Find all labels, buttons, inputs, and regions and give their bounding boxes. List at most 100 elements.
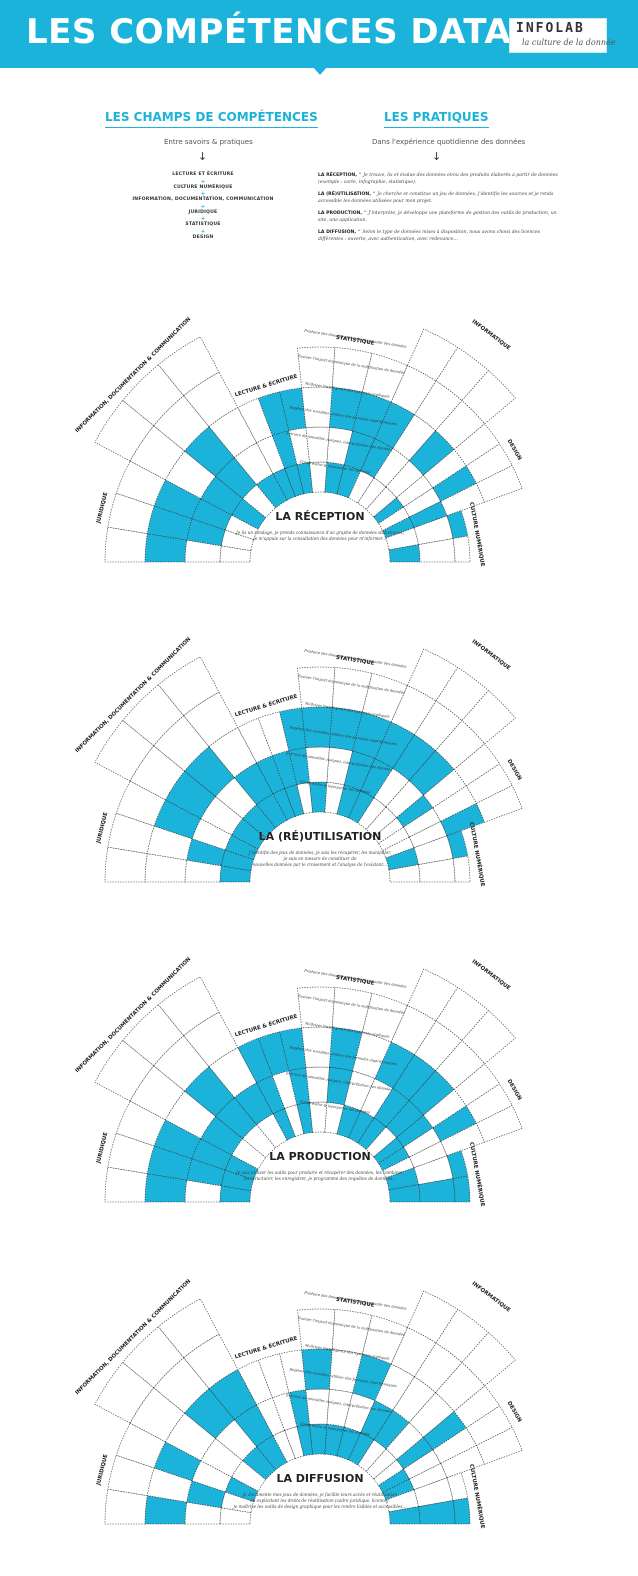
- domain-label: INFORMATIQUE: [471, 639, 512, 672]
- competence-cell-informatique: [461, 1010, 516, 1065]
- competence-cell-design: [475, 785, 523, 823]
- competence-cell-lecture: [237, 397, 273, 444]
- competence-cell-lecture: [257, 391, 290, 437]
- practice-caption-line: Je documente mes jeux de données, je fac…: [242, 1492, 398, 1497]
- competence-cell-info-doc: [157, 976, 220, 1037]
- competence-cell-statistique: [331, 347, 373, 393]
- competence-cell-statistique: [305, 1066, 330, 1103]
- competence-cell-juridique: [115, 1422, 166, 1469]
- competence-cell-informatique: [461, 1332, 516, 1387]
- practice-caption-line: J'identifie des jeux de données, je sais…: [248, 850, 392, 855]
- competence-cell-juridique: [104, 1488, 148, 1525]
- competence-cell-statistique: [331, 1309, 373, 1355]
- competence-cell-juridique: [104, 846, 148, 883]
- practice-caption-line: Je lis un sondage, je prends connaissanc…: [235, 530, 405, 535]
- competence-cell-lecture: [279, 1027, 307, 1072]
- competence-cell-statistique: [361, 673, 408, 723]
- competence-cell-culture: [452, 855, 471, 883]
- competence-cell-lecture: [237, 1037, 273, 1084]
- domain-label: CULTURE NUMÉRIQUE: [468, 821, 487, 887]
- competence-cell-design: [475, 465, 523, 503]
- competence-cell-informatique: [374, 1041, 415, 1089]
- field-plus: +: [200, 228, 206, 235]
- practices-subtitle: Dans l'expérience quotidienne des donnée…: [372, 138, 526, 146]
- practice-panel-title: LA PRODUCTION: [269, 1150, 371, 1163]
- field-item: JURIDIQUE: [188, 209, 218, 215]
- statistique-cell-text: Produire des données probantes & garanti…: [303, 329, 407, 349]
- competence-cell-info-doc: [122, 684, 185, 747]
- competence-cell-lecture: [237, 717, 273, 764]
- competence-cell-juridique: [107, 492, 155, 534]
- practice-text: Je cherche et constitue un jeu de donnée…: [318, 192, 554, 204]
- competence-cell-culture: [452, 1175, 471, 1203]
- practice-panel-title: LA (RÉ)UTILISATION: [259, 830, 382, 843]
- competence-cell-statistique: [361, 993, 408, 1043]
- competence-cell-lecture: [279, 707, 307, 752]
- competence-cell-lecture: [257, 1353, 290, 1399]
- competence-cell-culture: [446, 510, 469, 539]
- practice-panel: JURIDIQUE INFORMATION, DOCUMENTATION & CO…: [0, 920, 638, 1230]
- competence-cell-informatique: [392, 1376, 437, 1424]
- logo-tagline: la culture de la donnée: [522, 38, 616, 47]
- competence-cell-statistique: [305, 426, 330, 463]
- competence-cell-juridique: [107, 812, 155, 854]
- competence-cell-informatique: [461, 690, 516, 745]
- practice-name: LA DIFFUSION,: [318, 230, 358, 235]
- competence-cell-lecture: [257, 711, 290, 757]
- field-item: CULTURE NUMÉRIQUE: [173, 184, 233, 190]
- domain-label: CULTURE NUMÉRIQUE: [468, 1463, 487, 1529]
- competence-cell-juridique: [104, 526, 148, 563]
- competence-cell-info-doc: [153, 715, 210, 772]
- practice-panel-title: LA DIFFUSION: [276, 1472, 363, 1485]
- field-plus: +: [200, 216, 206, 222]
- practice-item: LA DIFFUSION, “ Selon le type de données…: [318, 230, 541, 242]
- competence-cell-juridique: [115, 1100, 166, 1147]
- fields-arrow-icon: ↓: [198, 150, 208, 163]
- competence-cell-info-doc: [122, 1004, 185, 1067]
- competence-cell-info-doc: [122, 364, 185, 427]
- competence-cell-informatique: [374, 1363, 415, 1411]
- field-item: LECTURE ET ÉCRITURE: [172, 172, 234, 177]
- practice-item: LA PRODUCTION, “ J'interprète, je dévelo…: [318, 211, 557, 223]
- competence-cell-statistique: [361, 1315, 408, 1365]
- practices-title: LES PRATIQUES: [384, 110, 489, 128]
- practice-item: LA (RÉ)UTILISATION, “ Je cherche et cons…: [318, 192, 554, 204]
- header-banner: LES COMPÉTENCES DATA INFOLAB la culture …: [0, 0, 638, 68]
- competence-cell-informatique: [408, 1070, 455, 1116]
- practice-panel-title: LA RÉCEPTION: [275, 510, 364, 523]
- practice-name: LA PRODUCTION,: [318, 211, 364, 216]
- field-item: STATISTIQUE: [185, 222, 221, 227]
- competence-cell-info-doc: [94, 1039, 155, 1102]
- practice-caption-line: en explicitant les droits de réutilisati…: [250, 1498, 390, 1503]
- logo-word: INFOLAB: [516, 21, 585, 36]
- competence-cell-info-doc: [94, 399, 155, 462]
- competence-cell-info-doc: [129, 425, 186, 481]
- competence-cell-juridique: [107, 1132, 155, 1174]
- competence-cell-info-doc: [153, 395, 210, 452]
- competence-cell-design: [475, 1427, 523, 1465]
- competence-cell-informatique: [374, 721, 415, 769]
- practices-arrow-icon: ↓: [432, 150, 442, 163]
- practice-caption-line: je maîtrise les outils de design graphiq…: [233, 1504, 407, 1509]
- competence-cell-lecture: [279, 1349, 307, 1394]
- competence-cell-culture: [446, 1150, 469, 1179]
- competence-cell-info-doc: [157, 656, 220, 717]
- practice-text: J'interprète, je développe une plateform…: [318, 211, 557, 223]
- competence-cell-info-doc: [94, 1361, 155, 1424]
- competence-cell-informatique: [461, 370, 516, 425]
- competence-cell-statistique: [305, 746, 330, 783]
- competence-cell-info-doc: [153, 1035, 210, 1092]
- practice-caption-line: Je sais utiliser les outils pour produir…: [235, 1170, 404, 1175]
- domain-label: JURIDIQUE: [96, 491, 110, 524]
- domain-label: INFORMATIQUE: [471, 319, 512, 352]
- competence-cell-culture: [446, 830, 469, 859]
- competence-cell-juridique: [115, 460, 166, 507]
- competence-cell-info-doc: [94, 719, 155, 782]
- competence-cell-culture: [446, 1472, 469, 1501]
- domain-label: CULTURE NUMÉRIQUE: [468, 501, 487, 567]
- domain-label: INFORMATIQUE: [471, 959, 512, 992]
- domain-label: JURIDIQUE: [96, 1131, 110, 1164]
